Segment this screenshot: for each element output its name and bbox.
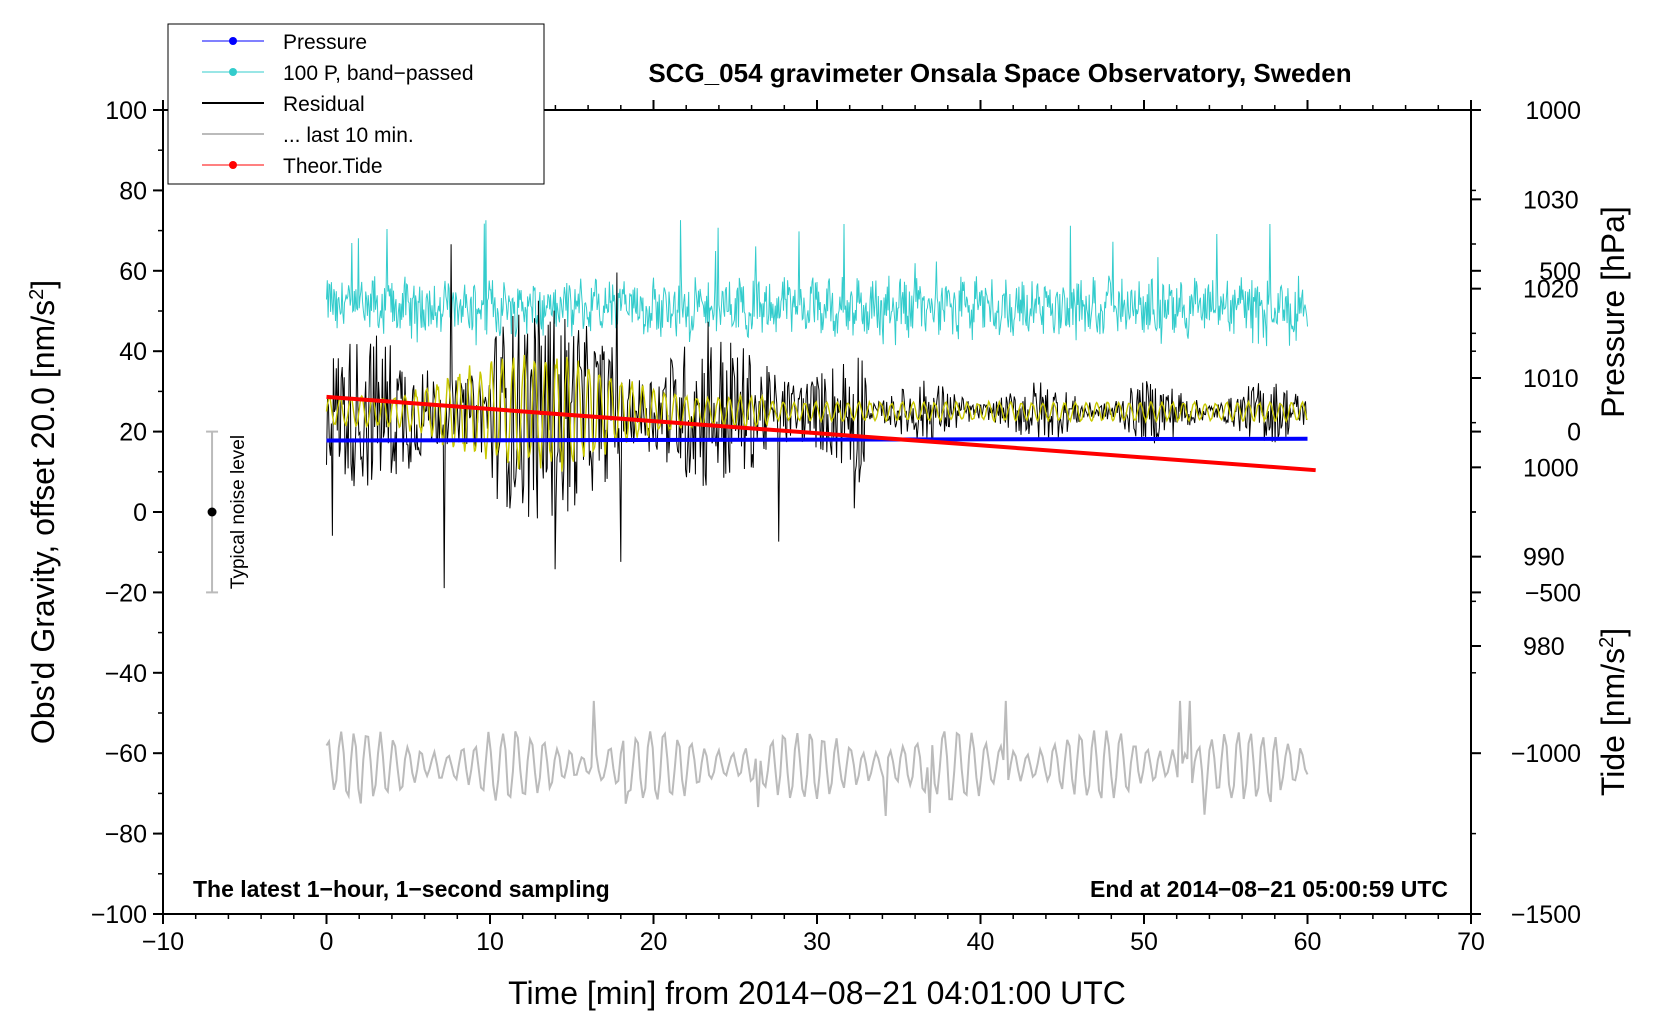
x-tick-label: 20: [640, 928, 668, 956]
series-group: [325, 220, 1316, 816]
tide-tick-label: −1000: [1511, 740, 1581, 768]
x-tick-label: 0: [320, 928, 334, 956]
y-axis-label-pressure: Pressure [hPa]: [1595, 206, 1631, 418]
x-tick-label: 40: [967, 928, 995, 956]
series-line-pressure-bandpassed: [326, 220, 1308, 347]
x-tick-label: 50: [1130, 928, 1158, 956]
legend-label: Pressure: [283, 31, 367, 54]
pressure-tick-label: 1010: [1523, 365, 1579, 393]
legend-marker: [229, 37, 237, 45]
legend-marker: [229, 68, 237, 76]
legend-label: Residual: [283, 93, 365, 116]
series-line-last-10-min: [325, 700, 1309, 816]
chart-title: SCG_054 gravimeter Onsala Space Observat…: [648, 58, 1351, 88]
series-line-residual-filtered: [325, 354, 1308, 472]
y-tick-label: 100: [105, 97, 147, 125]
y-axis-tide: −1500 −1000 −500 0 500 1000: [1471, 97, 1581, 929]
series-line-pressure: [326, 436, 1308, 443]
legend: Pressure 100 P, band−passed Residual ... la…: [167, 23, 545, 185]
tide-tick-label: 0: [1567, 419, 1581, 447]
y-axis-left: −100 −80 −60 −40 −20 0 20 40 60 80 100: [91, 97, 163, 929]
y-tick-label: −80: [105, 821, 147, 849]
pressure-tick-label: 1020: [1523, 276, 1579, 304]
legend-label: ... last 10 min.: [283, 124, 414, 147]
y-tick-label: 0: [133, 499, 147, 527]
x-tick-label: 30: [803, 928, 831, 956]
noise-bar-center: [207, 507, 217, 517]
legend-marker: [229, 161, 237, 169]
note-left: The latest 1−hour, 1−second sampling: [193, 876, 610, 902]
x-tick-label: 10: [476, 928, 504, 956]
x-axis: −10 0 10 20 30 40 50 60 70: [142, 100, 1485, 956]
tide-tick-label: −500: [1525, 579, 1581, 607]
y-tick-label: −60: [105, 740, 147, 768]
y-tick-label: 40: [119, 338, 147, 366]
legend-label: Theor.Tide: [283, 155, 383, 178]
pressure-tick-label: 990: [1523, 544, 1565, 572]
y-tick-label: −20: [105, 579, 147, 607]
noise-level-indicator: Typical noise level: [206, 430, 249, 594]
pressure-tick-label: 1000: [1523, 454, 1579, 482]
pressure-tick-label: 980: [1523, 633, 1565, 661]
legend-label: 100 P, band−passed: [283, 62, 474, 85]
x-tick-label: 60: [1294, 928, 1322, 956]
y-tick-label: 20: [119, 419, 147, 447]
x-axis-label: Time [min] from 2014−08−21 04:01:00 UTC: [508, 975, 1126, 1011]
tide-tick-label: −1500: [1511, 901, 1581, 929]
y-tick-label: 80: [119, 177, 147, 205]
note-right: End at 2014−08−21 05:00:59 UTC: [1090, 876, 1448, 902]
y-axis-pressure: 980 990 1000 1010 1020 1030: [1471, 186, 1579, 661]
y-axis-label-left: Obs'd Gravity, offset 20.0 [nm/s2]: [25, 280, 61, 744]
x-tick-label: 70: [1457, 928, 1485, 956]
y-tick-label: −40: [105, 660, 147, 688]
series-line-tide: [326, 394, 1316, 473]
noise-level-label: Typical noise level: [228, 435, 249, 589]
x-tick-label: −10: [142, 928, 184, 956]
tide-tick-label: 500: [1539, 258, 1581, 286]
y-tick-label: −100: [91, 901, 147, 929]
pressure-tick-label: 1030: [1523, 186, 1579, 214]
tide-tick-label: 1000: [1525, 97, 1581, 125]
y-axis-label-tide: Tide [nm/s2]: [1595, 628, 1631, 796]
y-tick-label: 60: [119, 258, 147, 286]
